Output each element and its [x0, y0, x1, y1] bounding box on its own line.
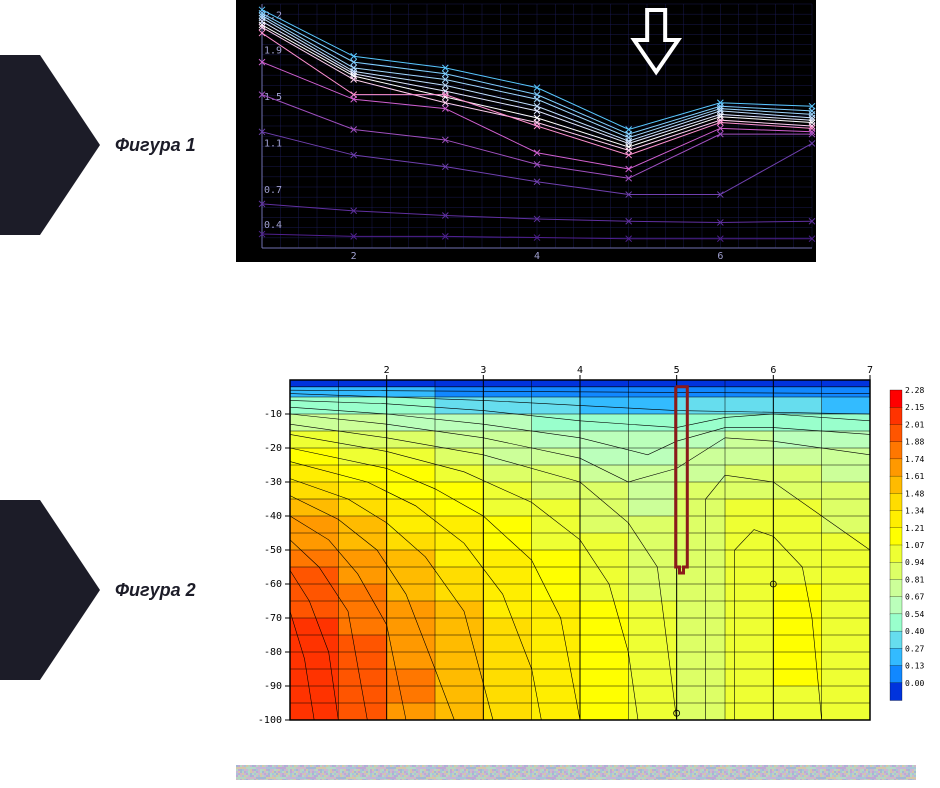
- figure-1-label: Фигура 1: [115, 135, 196, 156]
- svg-text:0.54: 0.54: [905, 610, 924, 619]
- svg-text:3: 3: [480, 365, 486, 376]
- svg-text:-70: -70: [264, 613, 282, 624]
- chart-1: 2460.40.71.11.51.92.2: [236, 0, 816, 262]
- svg-text:0.00: 0.00: [905, 679, 924, 688]
- svg-text:-100: -100: [258, 715, 282, 726]
- svg-text:2: 2: [351, 251, 357, 262]
- svg-text:1.07: 1.07: [905, 541, 924, 550]
- pentagon-marker-1: [0, 55, 100, 235]
- svg-text:-40: -40: [264, 511, 282, 522]
- svg-text:1.88: 1.88: [905, 438, 924, 447]
- chart-2: 2 3 4 5 6 7 -10 -20 -30 -40 -50 -60 -70 -80 -90 -100 2.2…: [250, 360, 930, 730]
- svg-text:0.27: 0.27: [905, 644, 924, 653]
- noise-strip: [236, 765, 916, 780]
- figure-2-label: Фигура 2: [115, 580, 196, 601]
- svg-text:6: 6: [717, 251, 723, 262]
- svg-text:5: 5: [674, 365, 680, 376]
- svg-text:1.61: 1.61: [905, 472, 924, 481]
- svg-text:-80: -80: [264, 647, 282, 658]
- svg-text:-30: -30: [264, 477, 282, 488]
- svg-text:-10: -10: [264, 409, 282, 420]
- svg-text:0.7: 0.7: [264, 185, 282, 196]
- svg-text:2.15: 2.15: [905, 403, 924, 412]
- svg-text:-50: -50: [264, 545, 282, 556]
- svg-text:0.40: 0.40: [905, 627, 924, 636]
- svg-text:0.81: 0.81: [905, 575, 924, 584]
- svg-text:0.13: 0.13: [905, 662, 924, 671]
- svg-text:-60: -60: [264, 579, 282, 590]
- svg-text:-90: -90: [264, 681, 282, 692]
- svg-text:0.94: 0.94: [905, 558, 924, 567]
- svg-text:7: 7: [867, 365, 873, 376]
- svg-text:2: 2: [384, 365, 390, 376]
- svg-text:-20: -20: [264, 443, 282, 454]
- svg-text:0.4: 0.4: [264, 220, 282, 231]
- svg-text:1.1: 1.1: [264, 138, 282, 149]
- svg-text:1.9: 1.9: [264, 45, 282, 56]
- svg-text:6: 6: [770, 365, 776, 376]
- svg-text:1.34: 1.34: [905, 507, 924, 516]
- svg-text:4: 4: [577, 365, 583, 376]
- svg-text:2.28: 2.28: [905, 386, 924, 395]
- svg-text:1.74: 1.74: [905, 455, 924, 464]
- svg-text:2.01: 2.01: [905, 420, 924, 429]
- pentagon-marker-2: [0, 500, 100, 680]
- svg-text:1.21: 1.21: [905, 524, 924, 533]
- svg-text:0.67: 0.67: [905, 593, 924, 602]
- svg-text:1.48: 1.48: [905, 489, 924, 498]
- svg-text:4: 4: [534, 251, 540, 262]
